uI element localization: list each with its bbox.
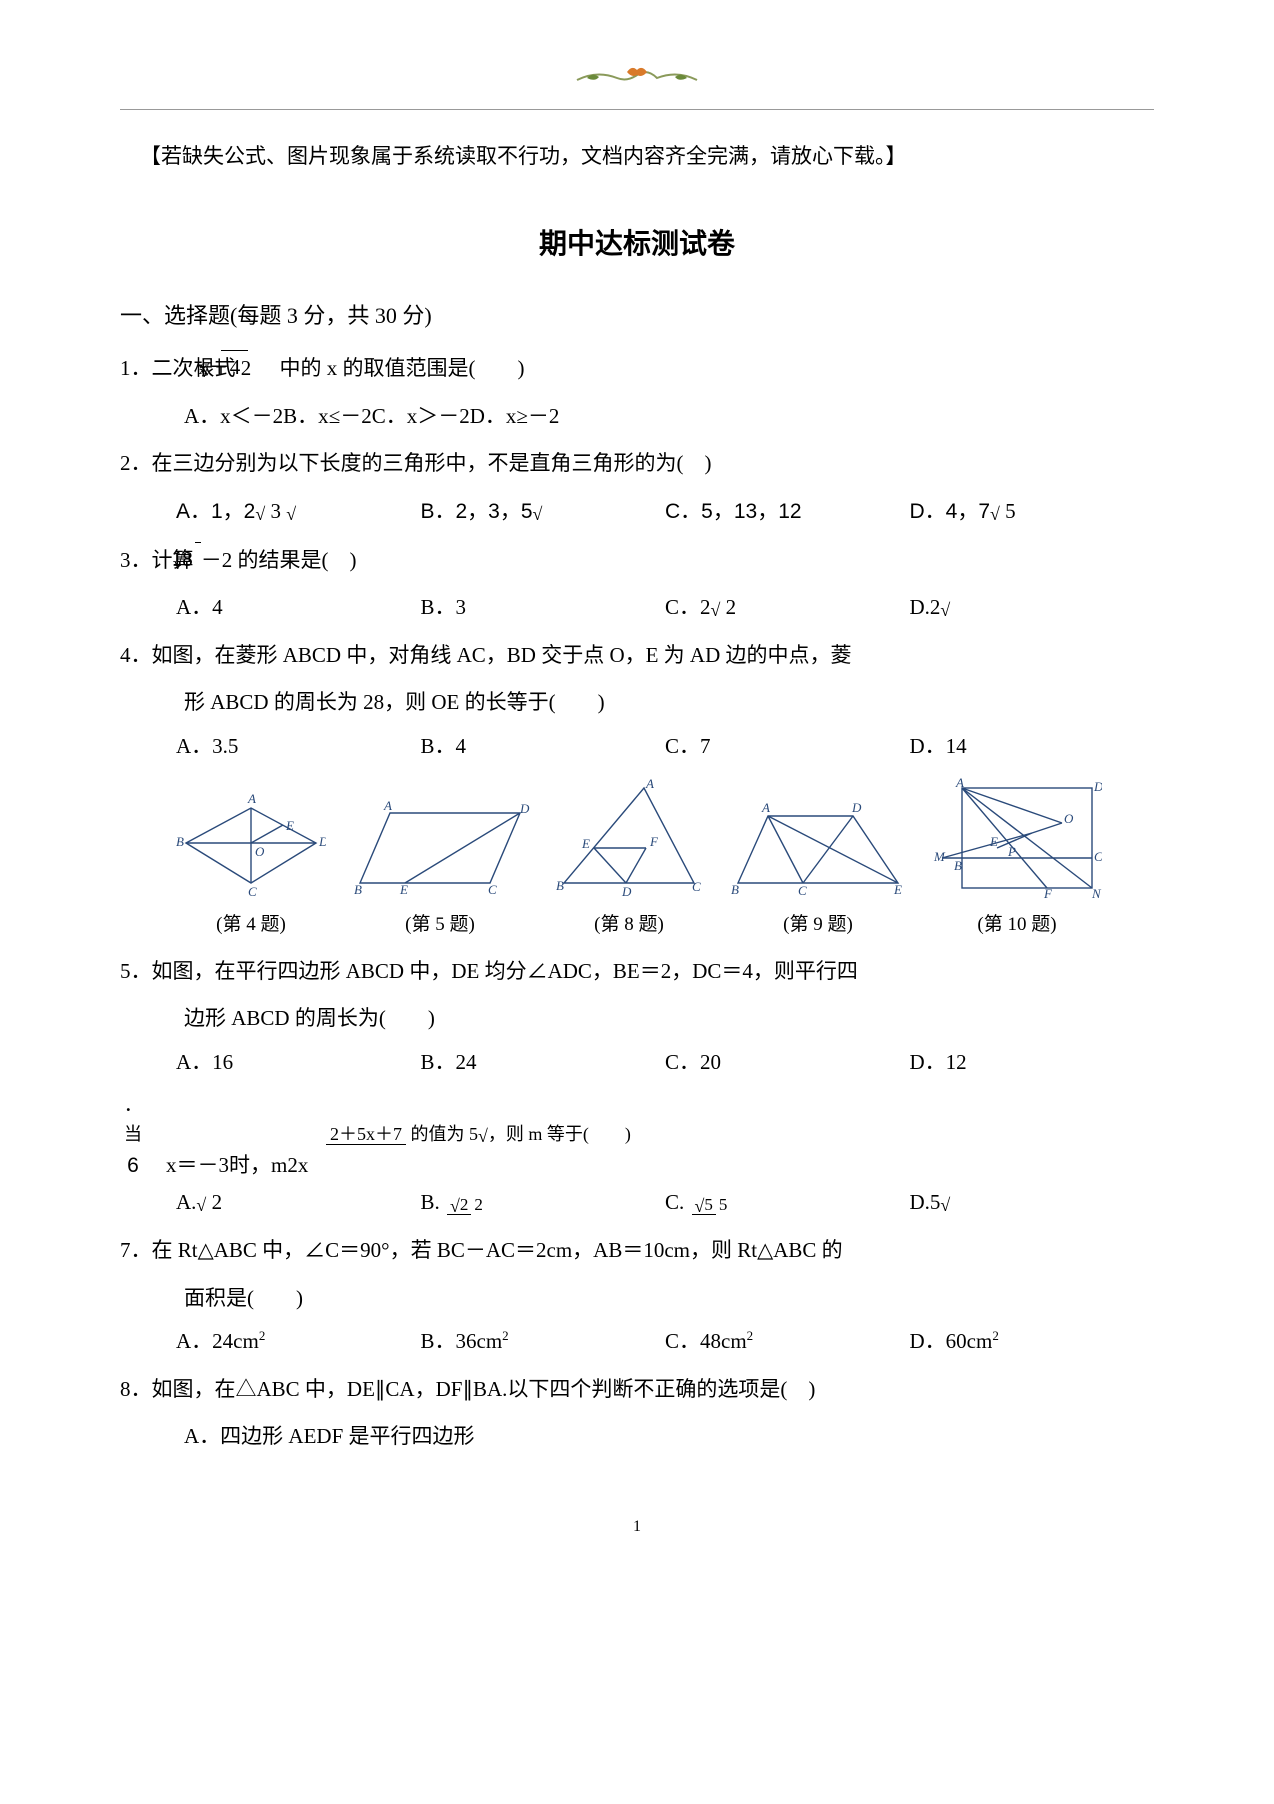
question-2: 2．在三边分别为以下长度的三角形中，不是直角三角形的为( ) (120, 447, 1154, 481)
q7-opt-a: A．24cm2 (176, 1325, 421, 1359)
pt-F: F (1043, 886, 1053, 898)
q7-options: A．24cm2 B．36cm2 C．48cm2 D．60cm2 (176, 1325, 1154, 1359)
pt-D: D (318, 834, 326, 849)
q7-opt-c: C．48cm2 (665, 1325, 910, 1359)
pt-B: B (176, 834, 184, 849)
page-title: 期中达标测试卷 (120, 223, 1154, 268)
pt-D: D (519, 801, 530, 816)
pt-C: C (798, 883, 807, 898)
q7-opt-b: B．36cm2 (421, 1325, 666, 1359)
pt-E: E (581, 836, 590, 851)
pt-O: O (255, 844, 265, 859)
pt-C: C (488, 882, 497, 897)
figures-row: A B C D E O A D B E C (176, 778, 1154, 909)
q6-opt-a: A.√ 2 (176, 1186, 421, 1220)
sqrt-icon: √x＋4 (251, 351, 274, 386)
pt-E: E (989, 834, 998, 849)
section-1-header: 一、选择题(每题 3 分，共 30 分) (120, 298, 1154, 333)
pt-A: A (645, 778, 654, 791)
question-5-cont: 边形 ABCD 的周长为( ) (184, 1002, 1154, 1036)
question-5: 5．如图，在平行四边形 ABCD 中，DE 均分∠ADC，BE＝2，DC＝4，则… (120, 955, 1154, 989)
pt-M: M (933, 849, 946, 864)
question-3: 3．计算 √18－2 的结果是( ) (120, 543, 1154, 578)
q4-options: A．3.5 B．4 C．7 D．14 (176, 730, 1154, 764)
q2-opt-b: B．2，3，5√ (421, 495, 666, 529)
q3-options: A．4 B．3 C．2√ 2 D.2√ (176, 591, 1154, 625)
pt-A: A (761, 800, 770, 815)
pt-A: A (247, 791, 256, 806)
page-number: 1 (120, 1514, 1154, 1540)
q6-opt-b: B. √22 (421, 1186, 666, 1220)
pt-O: O (1064, 811, 1074, 826)
q3-opt-a: A．4 (176, 591, 421, 625)
figure-10: A D M B C N F E P O (932, 778, 1102, 909)
q7-opt-d: D．60cm2 (910, 1325, 1155, 1359)
q4-opt-c: C．7 (665, 730, 910, 764)
pt-D: D (851, 800, 862, 815)
q5-opt-b: B．24 (421, 1046, 666, 1080)
figure-labels-row: (第 4 题) (第 5 题) (第 8 题) (第 9 题) (第 10 题) (176, 910, 1154, 940)
q2-opt-a: A．1，2√ 3 √ (176, 495, 421, 529)
pt-E: E (399, 882, 408, 897)
question-1: 1．二次根式 2√x＋4 中的 x 的取值范围是( ) (120, 351, 1154, 386)
q3-opt-b: B．3 (421, 591, 666, 625)
q6-options: A.√ 2 B. √22 C. √55 D.5√ (176, 1186, 1154, 1220)
q5-opt-d: D．12 (910, 1046, 1155, 1080)
header-divider (120, 109, 1154, 110)
fig5-label: (第 5 题) (350, 910, 530, 940)
q1-options: A．x＜－2B．x≤－2C．x＞－2D．x≥－2 (184, 400, 1154, 434)
fig10-label: (第 10 题) (932, 910, 1102, 940)
pt-C: C (1094, 849, 1102, 864)
fig9-label: (第 9 题) (728, 910, 908, 940)
question-4: 4．如图，在菱形 ABCD 中，对角线 AC，BD 交于点 O，E 为 AD 边… (120, 639, 1154, 673)
pt-E: E (893, 882, 902, 897)
pt-D: D (621, 884, 632, 898)
pt-D: D (1093, 779, 1102, 794)
figure-8: A B C D E F (554, 778, 704, 909)
download-notice: 【若缺失公式、图片现象属于系统读取不行功，文档内容齐全完满，请放心下载。】 (140, 140, 1154, 174)
pt-A: A (955, 778, 964, 790)
q3-opt-c: C．2√ 2 (665, 591, 910, 625)
figure-5: A D B E C (350, 798, 530, 909)
q1-post: 中的 x 的取值范围是( ) (274, 356, 524, 380)
question-7-cont: 面积是( ) (184, 1282, 1154, 1316)
q2-opt-d: D．4，7√ 5 (910, 495, 1155, 529)
q5-options: A．16 B．24 C．20 D．12 (176, 1046, 1154, 1080)
pt-B: B (954, 858, 962, 873)
figure-4: A B C D E O (176, 788, 326, 909)
pt-B: B (556, 878, 564, 893)
q3-opt-d: D.2√ (910, 591, 1155, 625)
pt-B: B (354, 882, 362, 897)
question-8: 8．如图，在△ABC 中，DE∥CA，DF∥BA.以下四个判断不正确的选项是( … (120, 1373, 1154, 1407)
q6-opt-d: D.5√ (910, 1186, 1155, 1220)
q6-line1: x＝－3时，m2x (166, 1149, 1154, 1183)
pt-E: E (285, 818, 294, 833)
question-4-cont: 形 ABCD 的周长为 28，则 OE 的长等于( ) (184, 686, 1154, 720)
fig4-label: (第 4 题) (176, 910, 326, 940)
question-6: ．当 6 2＋5x＋7 的值为 5√，则 m 等于( ) x＝－3时，m2x (120, 1091, 1154, 1182)
question-7: 7．在 Rt△ABC 中，∠C＝90°，若 BC－AC＝2cm，AB＝10cm，… (120, 1234, 1154, 1268)
q4-opt-b: B．4 (421, 730, 666, 764)
figure-9: A D B C E (728, 798, 908, 909)
pt-N: N (1091, 886, 1102, 898)
q4-opt-d: D．14 (910, 730, 1155, 764)
q2-options: A．1，2√ 3 √ B．2，3，5√ C．5，13，12 D．4，7√ 5 (176, 495, 1154, 529)
fig8-label: (第 8 题) (554, 910, 704, 940)
pt-C: C (692, 879, 701, 894)
q2-opt-c: C．5，13，12 (665, 495, 910, 529)
q6-opt-c: C. √55 (665, 1186, 910, 1220)
q5-opt-c: C．20 (665, 1046, 910, 1080)
pt-F: F (649, 834, 659, 849)
q8-opt-a: A．四边形 AEDF 是平行四边形 (184, 1420, 1154, 1454)
pt-P: P (1007, 844, 1016, 859)
q4-opt-a: A．3.5 (176, 730, 421, 764)
pt-A: A (383, 798, 392, 813)
pt-B: B (731, 882, 739, 897)
sqrt-icon: √ (478, 1122, 488, 1151)
pt-C: C (248, 884, 257, 898)
q5-opt-a: A．16 (176, 1046, 421, 1080)
header-decoration (120, 60, 1154, 101)
